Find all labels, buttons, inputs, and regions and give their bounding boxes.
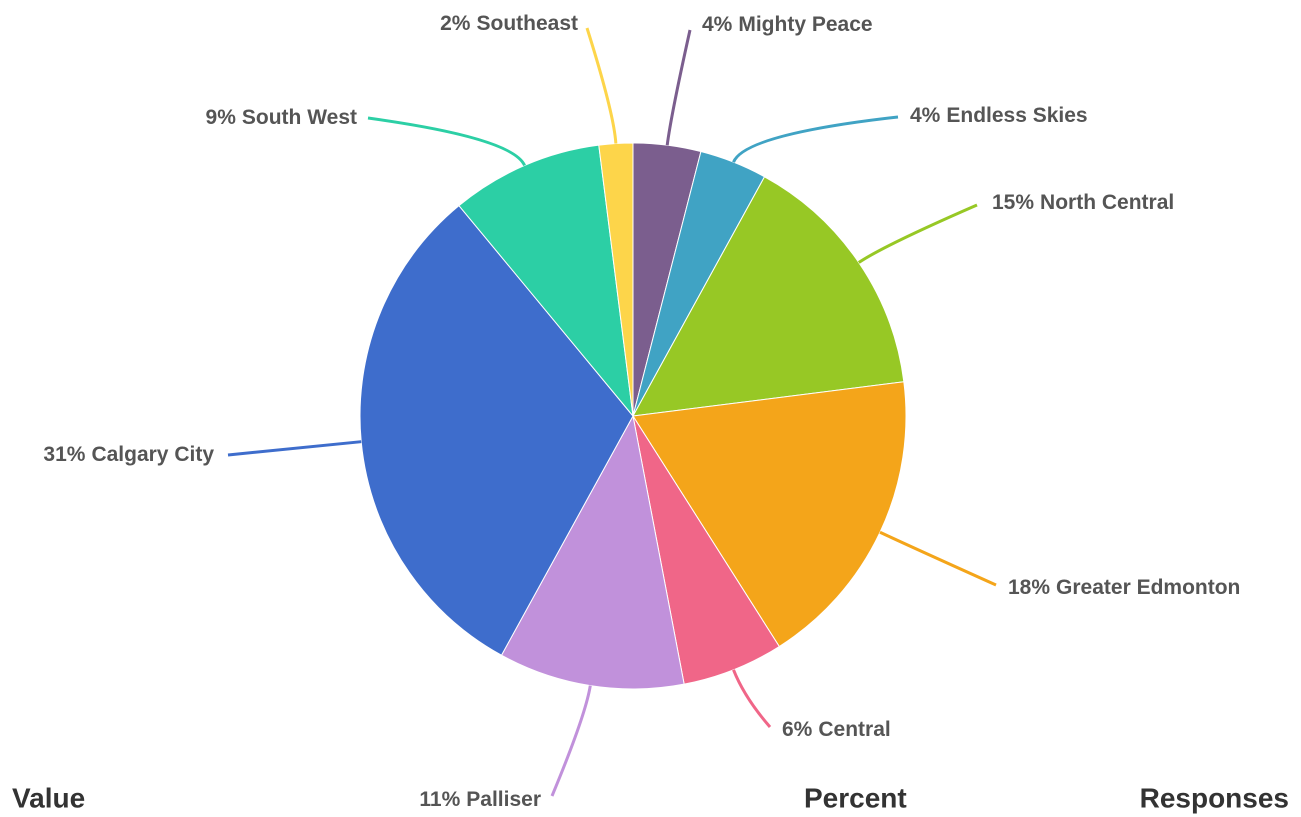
slice-percent: 4% (702, 13, 733, 36)
pie-slice (359, 204, 634, 656)
slice-percent: 11% (419, 788, 460, 811)
slice-percent: 2% (440, 12, 471, 35)
pie-slice (500, 414, 685, 690)
slice-name: Endless Skies (946, 104, 1087, 127)
slice-label: 18% Greater Edmonton (1008, 576, 1240, 599)
slice-name: Central (818, 718, 890, 741)
leader-line (550, 685, 592, 797)
leader-line (665, 29, 692, 146)
pie-slice (632, 176, 905, 417)
slice-label: 11% Palliser (419, 788, 541, 811)
leader-line (857, 203, 978, 264)
slice-label: 15% North Central (992, 191, 1174, 214)
leader-line (367, 116, 526, 167)
slice-name: South West (242, 106, 357, 129)
table-header: Responses (1140, 782, 1289, 813)
slice-label: 31% Calgary City (43, 443, 214, 466)
slice-label: 4% Mighty Peace (702, 13, 873, 36)
slice-percent: 4% (910, 104, 941, 127)
slice-label: 6% Central (782, 718, 891, 741)
table-header: Percent (804, 782, 907, 813)
slice-label: 2% Southeast (440, 12, 578, 35)
leader-line (732, 669, 772, 728)
slice-label: 4% Endless Skies (910, 104, 1088, 127)
slice-label: 9% South West (206, 106, 357, 129)
leader-line (585, 27, 618, 144)
slice-name: North Central (1040, 191, 1174, 214)
pie-slice (458, 144, 634, 418)
slice-percent: 15% (992, 191, 1034, 214)
slice-name: Calgary City (91, 443, 214, 466)
leader-line (227, 440, 362, 457)
slice-percent: 6% (782, 718, 813, 741)
table-header: Value (12, 782, 85, 813)
slice-name: Greater Edmonton (1056, 576, 1240, 599)
slice-percent: 31% (43, 443, 85, 466)
slice-percent: 9% (206, 106, 237, 129)
pie-slice (632, 381, 907, 648)
slice-name: Palliser (466, 788, 541, 811)
slice-name: Southeast (476, 12, 578, 35)
pie-slice (598, 142, 634, 417)
slice-name: Mighty Peace (738, 13, 872, 36)
leader-line (879, 530, 997, 587)
leader-line (732, 115, 899, 163)
slice-percent: 18% (1008, 576, 1050, 599)
